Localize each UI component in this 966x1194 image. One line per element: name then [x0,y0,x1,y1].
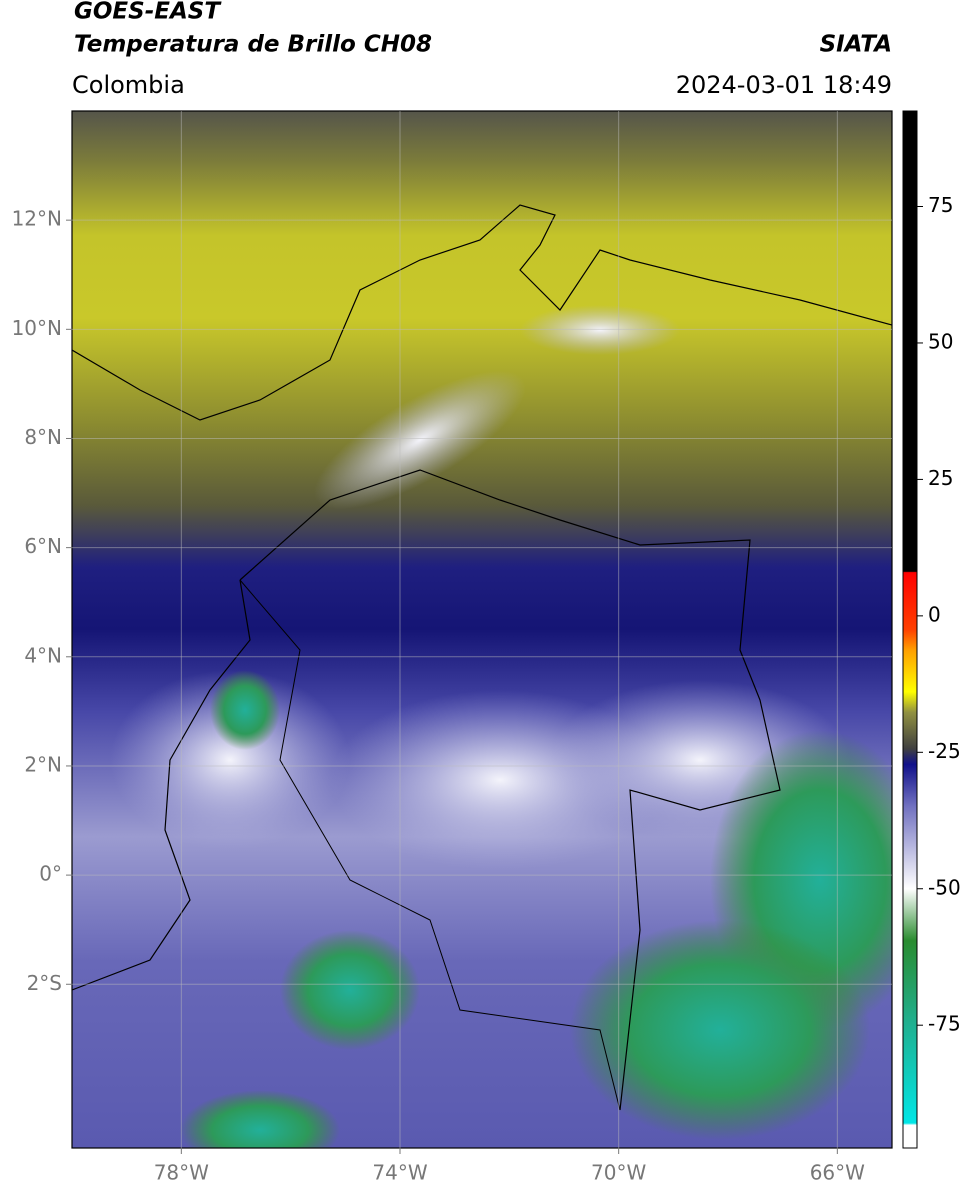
datetime: 2024-03-01 18:49 [676,71,892,99]
title: Temperatura de Brillo CH08 [74,32,432,58]
colorbar-tick-label: 50 [928,329,953,353]
colorbar-tick-label: -25 [928,739,961,763]
satellite-image [72,111,892,1148]
source: SIATA [820,32,892,58]
y-tick-label: 6°N [24,534,62,558]
colorbar-tick-label: 25 [928,466,953,490]
y-tick-label: 4°N [24,643,62,667]
y-tick-label: 0° [39,862,62,886]
colorbar-tick-label: 0 [928,602,941,626]
colorbar-tick-label: 75 [928,193,953,217]
y-tick-label: 8°N [24,425,62,449]
x-tick-label: 74°W [372,1161,427,1185]
region: Colombia [72,71,185,99]
colorbar-tick-label: -75 [928,1012,961,1036]
x-tick-label: 70°W [591,1161,646,1185]
y-tick-label: 2°N [24,752,62,776]
title: GOES-EAST [74,0,222,25]
y-tick-label: 2°S [27,971,62,995]
y-tick-label: 10°N [12,316,62,340]
y-tick-label: 12°N [12,207,62,231]
colorbar [902,110,918,1149]
map-frame [71,110,893,1149]
x-tick-label: 66°W [810,1161,865,1185]
x-tick-label: 78°W [154,1161,209,1185]
colorbar-tick-label: -50 [928,875,961,899]
